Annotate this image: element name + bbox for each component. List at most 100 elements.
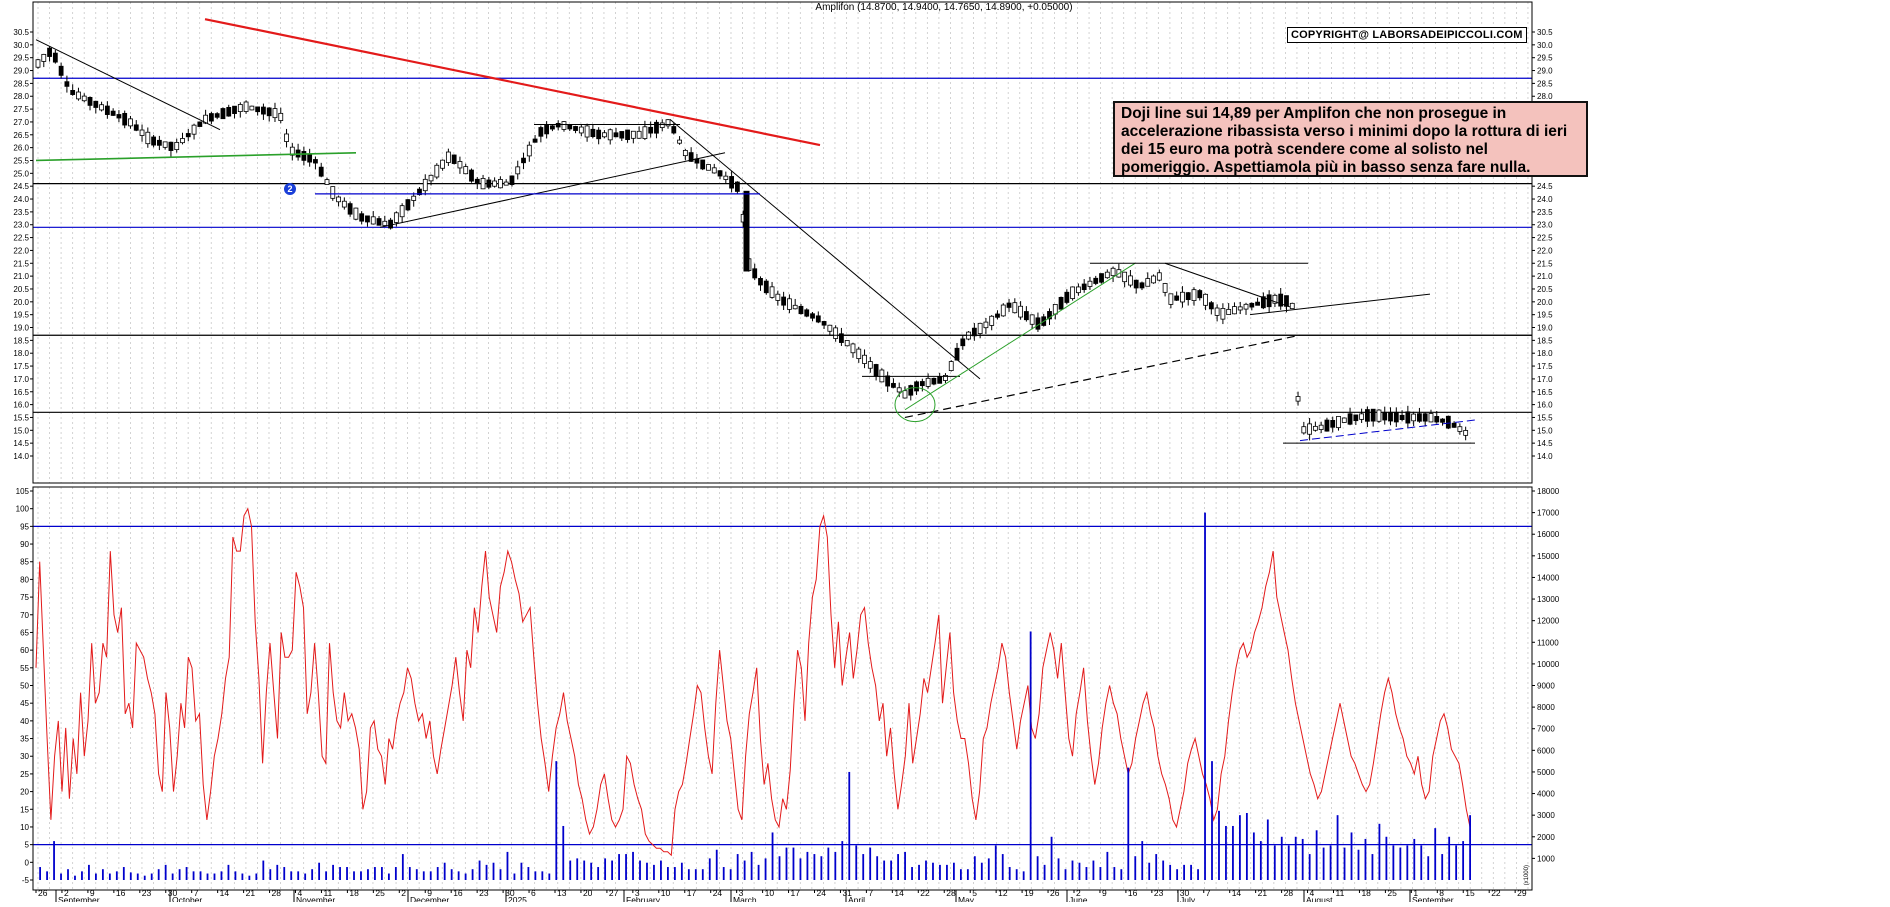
volume-bar	[1176, 869, 1179, 880]
candle-body	[960, 338, 966, 347]
candle-body	[1185, 292, 1191, 301]
chart-title: Amplifon (14.8700, 14.9400, 14.7650, 14.…	[815, 2, 1072, 13]
x-tick-month: 2025	[508, 895, 527, 902]
trendline	[379, 152, 726, 228]
candle-body	[480, 178, 486, 190]
highlight-circle	[894, 387, 936, 423]
trendline-dashed-blue	[1299, 419, 1476, 442]
candle-body	[1000, 304, 1006, 317]
candle-body	[1440, 418, 1445, 423]
volume-bar	[1441, 854, 1444, 880]
volume-bar	[95, 873, 97, 880]
candle-body	[654, 121, 659, 134]
candle-body	[1382, 411, 1388, 421]
y-tick-right: 30.0	[1537, 41, 1553, 50]
candle-body	[1341, 417, 1347, 423]
candle-body	[1359, 413, 1365, 420]
osc-tick-left: 30	[20, 752, 29, 761]
candle-body	[41, 53, 47, 62]
candle-body	[185, 133, 191, 138]
y-tick-left: 25.5	[13, 156, 29, 165]
volume-tick-right: 3000	[1537, 811, 1555, 820]
volume-bar	[959, 869, 962, 880]
candle-body	[538, 127, 544, 137]
candle-body	[1156, 272, 1162, 281]
y-tick-left: 18.0	[13, 349, 29, 358]
volume-bar	[708, 858, 711, 880]
x-tick-day: 30	[168, 888, 178, 898]
volume-bar	[855, 845, 858, 880]
candle-body	[1463, 430, 1469, 436]
y-tick-right: 16.0	[1537, 401, 1553, 410]
volume-bar	[1015, 869, 1018, 880]
volume-bar	[157, 869, 160, 880]
volume-bar	[520, 862, 523, 880]
volume-bar	[67, 869, 69, 880]
candle-body	[434, 164, 440, 178]
candle-body	[763, 280, 769, 294]
volume-bar	[367, 869, 369, 880]
candle-body	[798, 305, 804, 315]
candle-body	[445, 151, 451, 163]
candle-body	[515, 166, 521, 175]
volume-bar	[562, 825, 565, 880]
volume-bar	[604, 858, 607, 880]
volume-bar	[1245, 813, 1248, 880]
volume-bar	[1399, 847, 1402, 880]
candle-body	[567, 124, 573, 130]
volume-bar	[457, 871, 460, 880]
volume-tick-right: 6000	[1537, 746, 1555, 755]
volume-bar	[81, 871, 83, 880]
volume-bar	[1280, 836, 1283, 880]
candle-body	[943, 374, 948, 381]
volume-bar	[618, 854, 620, 880]
candle-body	[642, 126, 648, 139]
candle-body	[891, 383, 896, 388]
y-tick-right: 29.5	[1537, 54, 1553, 63]
volume-bar	[360, 871, 362, 880]
volume-bar	[667, 867, 669, 880]
volume-bar	[506, 851, 509, 880]
x-tick-day: 22	[920, 888, 930, 898]
volume-bar	[339, 867, 341, 880]
volume-bar	[1336, 815, 1339, 880]
y-tick-left: 21.5	[13, 259, 29, 268]
volume-bar	[1455, 845, 1458, 880]
x-tick-day: 9	[1102, 888, 1107, 898]
candle-body	[925, 377, 931, 387]
candle-body	[503, 181, 509, 186]
x-tick-day: 17	[791, 888, 801, 898]
candle-body	[93, 100, 99, 108]
candle-body	[1289, 302, 1295, 310]
y-tick-left: 25.0	[13, 169, 29, 178]
volume-bar	[576, 858, 579, 880]
candle-body	[896, 387, 902, 393]
x-tick-day: 8	[1439, 888, 1444, 898]
candle-body	[717, 170, 723, 177]
candle-body	[1006, 302, 1012, 308]
candle-body	[532, 138, 538, 143]
volume-bar	[806, 851, 809, 880]
candle-body	[584, 125, 590, 138]
x-tick-month: June	[1069, 895, 1088, 902]
volume-bar	[1239, 815, 1241, 880]
candle-body	[347, 203, 353, 215]
y-tick-left: 24.5	[13, 182, 29, 191]
candle-body	[1191, 289, 1197, 302]
volume-bar	[1294, 836, 1297, 880]
candle-body	[671, 126, 677, 134]
volume-tick-right: 11000	[1537, 638, 1559, 647]
candle-body	[191, 124, 197, 135]
x-tick-day: 16	[453, 888, 463, 898]
candle-body	[1457, 426, 1463, 432]
trendline	[1164, 262, 1291, 308]
oscillator-panel	[33, 507, 1532, 880]
osc-tick-left: 20	[20, 788, 29, 797]
volume-bar	[1127, 767, 1130, 880]
candle-body	[630, 130, 636, 139]
volume-bar	[1211, 761, 1213, 880]
y-tick-right: 28.0	[1537, 92, 1553, 101]
x-tick-day: 30	[1180, 888, 1190, 898]
candle-body	[1312, 425, 1318, 431]
volume-bar	[1378, 823, 1381, 880]
